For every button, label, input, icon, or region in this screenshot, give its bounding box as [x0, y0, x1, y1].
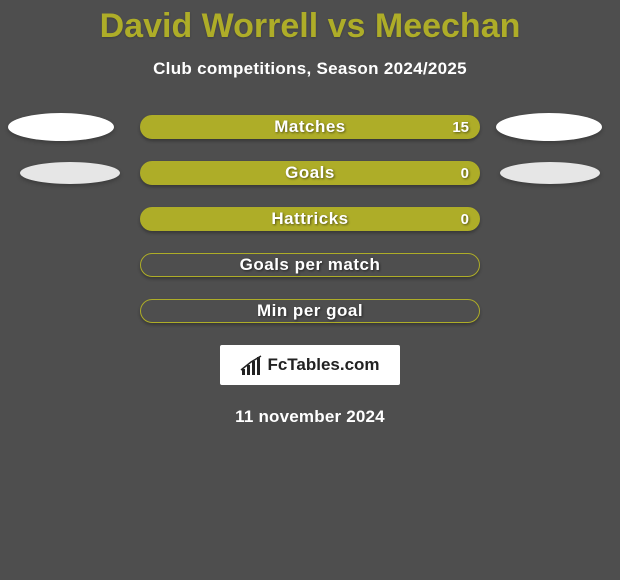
right-player-marker — [500, 162, 600, 184]
stat-label: Min per goal — [257, 301, 363, 321]
branding-text: FcTables.com — [267, 355, 379, 375]
stat-row: Goals 0 — [0, 161, 620, 185]
chart-subtitle: Club competitions, Season 2024/2025 — [0, 59, 620, 79]
stat-row: Hattricks 0 — [0, 207, 620, 231]
left-player-marker — [20, 162, 120, 184]
stat-value: 0 — [461, 165, 469, 182]
stat-value: 15 — [452, 119, 469, 136]
left-player-marker — [8, 113, 114, 141]
stat-row: Matches 15 — [0, 115, 620, 139]
right-player-marker — [496, 113, 602, 141]
stat-bar: Min per goal — [140, 299, 480, 323]
chart-date: 11 november 2024 — [0, 407, 620, 427]
chart-rows: Matches 15 Goals 0 Hattricks 0 Goals per match… — [0, 115, 620, 323]
stat-label: Goals per match — [240, 255, 381, 275]
stat-label: Goals — [285, 163, 335, 183]
bar-chart-icon — [240, 355, 262, 375]
stat-row: Goals per match — [0, 253, 620, 277]
branding-badge: FcTables.com — [220, 345, 399, 385]
stat-bar: Goals 0 — [140, 161, 480, 185]
stat-row: Min per goal — [0, 299, 620, 323]
stat-label: Matches — [274, 117, 346, 137]
comparison-chart: David Worrell vs Meechan Club competitio… — [0, 0, 620, 580]
stat-bar: Matches 15 — [140, 115, 480, 139]
stat-bar: Goals per match — [140, 253, 480, 277]
chart-title: David Worrell vs Meechan — [0, 0, 620, 45]
stat-bar: Hattricks 0 — [140, 207, 480, 231]
stat-label: Hattricks — [271, 209, 348, 229]
stat-value: 0 — [461, 211, 469, 228]
